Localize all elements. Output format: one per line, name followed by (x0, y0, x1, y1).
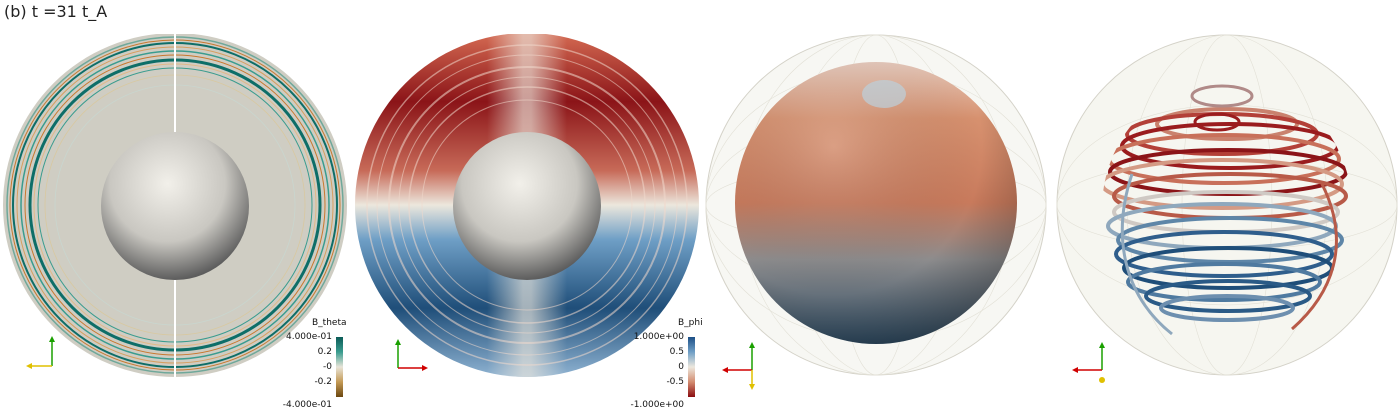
ring-bands (366, 44, 688, 366)
orientation-axes (395, 339, 428, 371)
panel-field-lines (1052, 34, 1400, 419)
colorbar-tick: -0 (323, 362, 332, 372)
panel-b-phi: B_phi 1.000e+00 0.5 0 -0.5 -1.000e+00 (352, 34, 703, 419)
orientation-axes (1072, 342, 1105, 383)
colorbar-tick: 0.2 (317, 347, 332, 357)
colorbar-tick: 1.000e+00 (633, 332, 684, 342)
b-phi-slice-plot (355, 34, 699, 377)
colorbar-tick: -0.5 (666, 377, 684, 387)
inner-sphere (101, 132, 249, 280)
field-lines-plot (1056, 34, 1398, 376)
sphere-surface-plot (705, 34, 1047, 376)
colorbar-tick: -0.2 (314, 377, 332, 387)
colorbar-title: B_phi (678, 318, 703, 328)
orientation-axes (26, 336, 55, 369)
colorbar-title: B_theta (312, 318, 347, 328)
field-line-loops (1120, 84, 1338, 336)
colorbar-tick: 0.5 (669, 347, 684, 357)
b-theta-slice-plot (3, 34, 347, 377)
panel-b-theta: B_theta 4.000e-01 0.2 -0 -0.2 -4.000e-01 (0, 34, 350, 419)
colorbar-gradient (688, 337, 695, 397)
orientation-axes (722, 342, 755, 390)
panel-sphere-surface (704, 34, 1054, 419)
inner-sphere (453, 132, 601, 280)
colorbar-gradient (336, 337, 343, 397)
field-line-bundle (1102, 107, 1348, 322)
colorbar-tick: 0 (678, 362, 684, 372)
colorbar-tick: 4.000e-01 (285, 332, 332, 342)
colorbar-tick: -4.000e-01 (282, 400, 332, 410)
figure-label: (b) t =31 t_A (4, 2, 108, 21)
colorbar-tick: -1.000e+00 (630, 400, 684, 410)
